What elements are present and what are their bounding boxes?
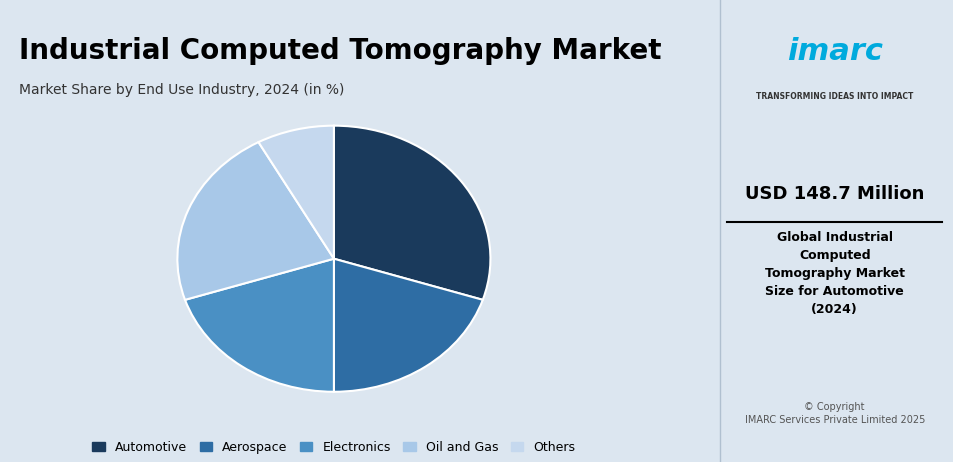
Wedge shape — [177, 142, 334, 300]
Text: Market Share by End Use Industry, 2024 (in %): Market Share by End Use Industry, 2024 (… — [19, 83, 344, 97]
Wedge shape — [334, 126, 490, 300]
Text: Industrial Computed Tomography Market: Industrial Computed Tomography Market — [19, 37, 660, 65]
Legend: Automotive, Aerospace, Electronics, Oil and Gas, Others: Automotive, Aerospace, Electronics, Oil … — [88, 436, 579, 459]
Text: USD 148.7 Million: USD 148.7 Million — [744, 185, 923, 203]
Text: imarc: imarc — [786, 37, 882, 66]
Wedge shape — [185, 259, 334, 392]
Wedge shape — [258, 126, 334, 259]
Text: Global Industrial
Computed
Tomography Market
Size for Automotive
(2024): Global Industrial Computed Tomography Ma… — [764, 231, 903, 316]
Text: TRANSFORMING IDEAS INTO IMPACT: TRANSFORMING IDEAS INTO IMPACT — [756, 92, 912, 101]
Wedge shape — [334, 259, 482, 392]
Text: © Copyright
IMARC Services Private Limited 2025: © Copyright IMARC Services Private Limit… — [743, 402, 924, 425]
